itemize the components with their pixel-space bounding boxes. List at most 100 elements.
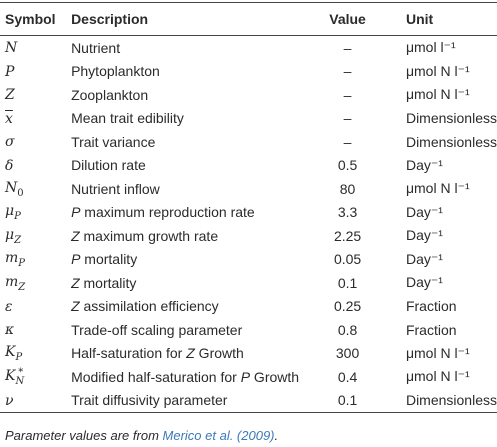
symbol: Z <box>5 87 15 103</box>
description-cell: P maximum reproduction rate <box>71 201 321 225</box>
description-text: Half-saturation for <box>71 345 187 362</box>
description-text: P <box>71 251 81 268</box>
symbol: KP <box>5 344 23 364</box>
symbol: σ <box>5 134 15 150</box>
unit-cell: Fraction <box>405 298 457 315</box>
citation-link[interactable]: Merico et al. (2009) <box>162 428 275 443</box>
header-row: Symbol Description Value Unit <box>0 2 497 36</box>
symbol-base: K <box>5 344 16 361</box>
description-text: Nutrient <box>71 39 121 56</box>
symbol: N <box>5 40 17 56</box>
unit-cell: Day⁻¹ <box>405 156 443 173</box>
description-text: Trait variance <box>71 133 156 150</box>
symbol-base: P <box>5 63 15 80</box>
value-cell: – <box>343 86 352 103</box>
table-row: mP P mortality 0.05 Day⁻¹ <box>0 248 497 272</box>
symbol: μZ <box>5 226 21 246</box>
symbol-base: N <box>5 40 18 57</box>
description-text: Trade-off scaling parameter <box>71 321 243 338</box>
value-cell: – <box>343 110 352 127</box>
symbol-subscript: P <box>15 352 23 364</box>
description-text: Nutrient inflow <box>71 180 160 197</box>
symbol: x <box>5 111 13 127</box>
table-row: N Nutrient – μmol l⁻¹ <box>0 36 497 60</box>
unit-cell: Fraction <box>405 321 457 338</box>
symbol-base: κ <box>5 322 15 339</box>
description-cell: Trade-off scaling parameter <box>71 318 321 342</box>
symbol-subscript: Z <box>18 281 26 293</box>
symbol-cell: KN* <box>0 365 71 389</box>
description-text: Z <box>71 227 80 244</box>
value-cell: 3.3 <box>337 204 358 221</box>
value-cell: 2.25 <box>333 227 362 244</box>
description-text: Z <box>71 298 80 315</box>
symbol-cell: x <box>0 107 71 131</box>
description-text: Mean trait edibility <box>71 110 184 127</box>
description-text: Trait diffusivity parameter <box>71 392 228 409</box>
unit-cell: Dimensionless <box>373 388 497 413</box>
description-cell: Z mortality <box>71 271 321 295</box>
symbol-base: m <box>5 273 19 290</box>
description-cell: Dilution rate <box>71 154 321 178</box>
symbol: δ <box>5 158 13 174</box>
symbol-cell: δ <box>0 154 71 178</box>
value-cell: 0.5 <box>337 157 358 174</box>
value-cell: – <box>343 39 352 56</box>
description-text: mortality <box>79 274 137 291</box>
description-text: Z <box>186 345 195 362</box>
description-text: Growth <box>250 368 300 385</box>
value-cell: 0.1 <box>321 388 374 413</box>
value-cell: 0.8 <box>337 321 358 338</box>
unit-cell: μmol N l⁻¹ <box>405 368 470 385</box>
table-body: N Nutrient – μmol l⁻¹ P Phytoplankton – μmol N … <box>0 36 497 413</box>
symbol-subscript: P <box>14 211 21 223</box>
symbol-subscript: N <box>15 375 25 387</box>
symbol-base: σ <box>5 134 15 151</box>
header-cell: Symbol <box>0 2 72 36</box>
table-row: KP Half-saturation for Z Growth 300 μmol N … <box>0 342 497 366</box>
footnote-text: . <box>274 428 279 443</box>
unit-cell: μmol N l⁻¹ <box>405 180 470 197</box>
unit-cell: Dimensionless <box>405 133 497 150</box>
description-cell: Trait variance <box>71 130 321 154</box>
description-cell: Phytoplankton <box>71 60 321 84</box>
table-row: ν Trait diffusivity parameter 0.1 Dimension… <box>0 388 497 413</box>
description-text: P <box>71 204 81 221</box>
description-cell: Trait diffusivity parameter <box>71 388 322 413</box>
description-cell: Zooplankton <box>71 83 321 107</box>
symbol-cell: σ <box>0 130 71 154</box>
table-row: KN* Modified half-saturation for P Growth… <box>0 365 497 389</box>
symbol-base: N <box>5 179 18 196</box>
symbol-base: μ <box>5 226 15 243</box>
description-cell: Nutrient inflow <box>71 177 321 201</box>
description-text: Modified half-saturation for <box>71 368 241 385</box>
header-cell: Description <box>71 2 322 36</box>
unit-cell: μmol N l⁻¹ <box>405 344 470 361</box>
symbol: P <box>5 64 14 80</box>
symbol-base: δ <box>5 157 14 174</box>
unit-cell: Day⁻¹ <box>405 203 443 220</box>
symbol-cell: N0 <box>0 177 71 201</box>
symbol-cell: N <box>0 36 71 60</box>
symbol: κ <box>5 322 14 338</box>
description-text: mortality <box>80 251 138 268</box>
description-text: maximum growth rate <box>79 227 219 244</box>
parameter-table: Symbol Description Value Unit N Nutrient – μmo… <box>0 2 497 413</box>
table-row: N0 Nutrient inflow 80 μmol N l⁻¹ <box>0 177 497 201</box>
unit-cell: Dimensionless <box>405 110 497 127</box>
header-cell: Unit <box>373 2 497 36</box>
table-row: P Phytoplankton – μmol N l⁻¹ <box>0 60 497 84</box>
description-cell: Half-saturation for Z Growth <box>71 342 321 366</box>
description-text: maximum reproduction rate <box>80 204 255 221</box>
unit-cell: μmol N l⁻¹ <box>405 62 470 79</box>
table-row: δ Dilution rate 0.5 Day⁻¹ <box>0 154 497 178</box>
symbol-base: Z <box>5 87 15 104</box>
symbol: N0 <box>5 179 24 199</box>
table-row: x Mean trait edibility – Dimensionless <box>0 107 497 131</box>
value-cell: 0.1 <box>337 274 358 291</box>
symbol-cell: mZ <box>0 271 71 295</box>
header-cell: Value <box>321 2 374 36</box>
symbol: mP <box>5 250 25 269</box>
table-row: ε Z assimilation efficiency 0.25 Fraction <box>0 295 497 319</box>
